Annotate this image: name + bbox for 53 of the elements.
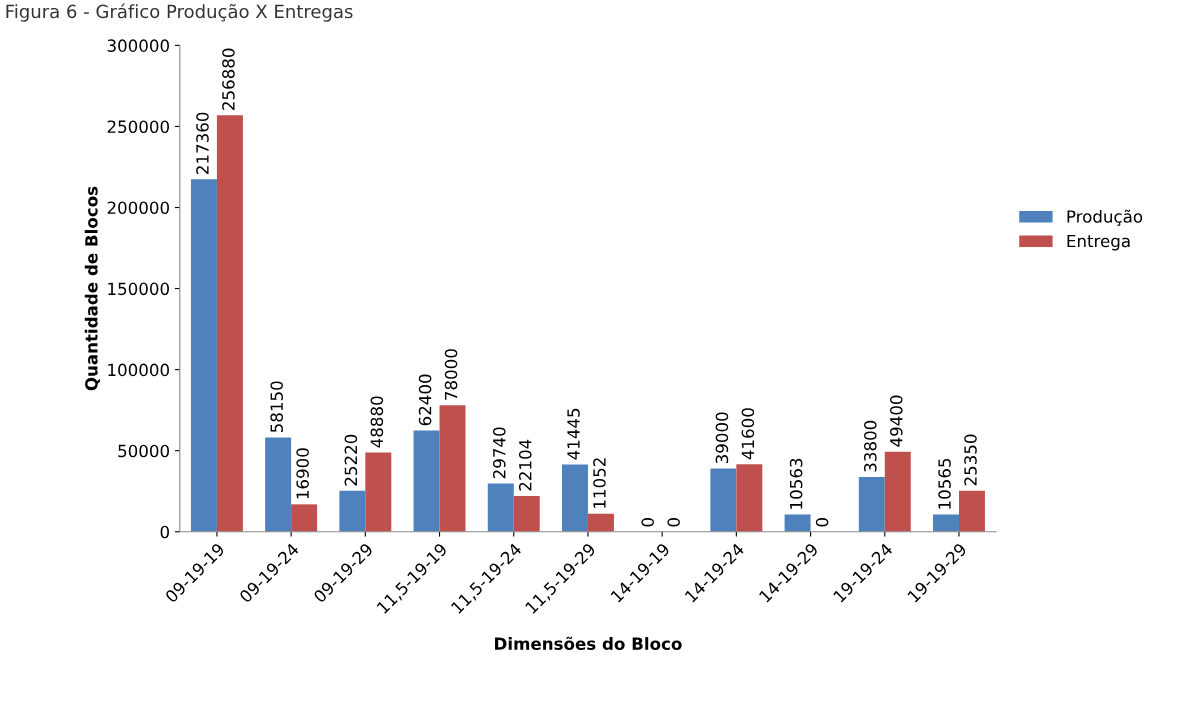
y-tick-label: 150000 bbox=[108, 282, 169, 296]
data-label: 22104 bbox=[518, 439, 532, 491]
bar bbox=[265, 437, 292, 532]
data-label: 10563 bbox=[789, 458, 803, 509]
data-label: 29740 bbox=[492, 427, 506, 479]
data-label: 10565 bbox=[938, 458, 951, 509]
bar bbox=[339, 490, 366, 532]
data-label: 48880 bbox=[370, 396, 384, 448]
x-axis-title: Dimensões do Bloco bbox=[495, 636, 682, 650]
chart-title: Figura 6 - Gráfico Produção X Entregas bbox=[6, 3, 353, 22]
y-tick-label: 300000 bbox=[107, 39, 169, 52]
data-label: 33800 bbox=[864, 420, 877, 472]
bar bbox=[710, 468, 737, 532]
bar bbox=[933, 514, 959, 532]
bar bbox=[958, 490, 985, 532]
data-label: 78000 bbox=[444, 349, 458, 400]
bar bbox=[413, 430, 440, 532]
data-label: 0 bbox=[815, 518, 829, 527]
legend-label: Produção bbox=[1067, 209, 1143, 226]
data-label: 25220 bbox=[344, 434, 358, 486]
bar bbox=[884, 451, 911, 532]
y-tick-label: 0 bbox=[160, 525, 169, 539]
data-label: 16900 bbox=[296, 448, 309, 499]
bar bbox=[513, 495, 540, 532]
data-label: 11052 bbox=[593, 458, 606, 508]
data-label: 41600 bbox=[741, 408, 755, 460]
data-label: 39000 bbox=[715, 412, 729, 464]
bar bbox=[736, 464, 763, 532]
data-label: 217360 bbox=[196, 112, 209, 174]
bar bbox=[587, 513, 614, 532]
bar bbox=[487, 483, 514, 532]
bar bbox=[561, 464, 588, 532]
y-tick-label: 50000 bbox=[118, 444, 169, 458]
y-tick-label: 250000 bbox=[107, 120, 169, 134]
bar bbox=[784, 514, 811, 532]
legend-label: Entrega bbox=[1067, 234, 1130, 251]
data-label: 0 bbox=[641, 518, 655, 527]
bar bbox=[190, 179, 217, 532]
bar bbox=[365, 452, 392, 532]
data-label: 62400 bbox=[418, 374, 432, 426]
data-label: 49400 bbox=[889, 395, 903, 447]
bar bbox=[439, 405, 466, 532]
bar bbox=[291, 504, 318, 532]
bar bbox=[216, 115, 243, 532]
data-label: 58150 bbox=[270, 381, 283, 433]
data-label: 256880 bbox=[222, 48, 235, 110]
y-tick-label: 100000 bbox=[108, 363, 169, 377]
data-label: 41445 bbox=[567, 408, 580, 460]
bar bbox=[858, 476, 885, 532]
y-axis-title: Quantidade de Blocos bbox=[84, 186, 100, 391]
data-label: 0 bbox=[667, 518, 680, 527]
y-tick-label: 200000 bbox=[107, 201, 169, 215]
data-label: 25350 bbox=[964, 434, 977, 486]
